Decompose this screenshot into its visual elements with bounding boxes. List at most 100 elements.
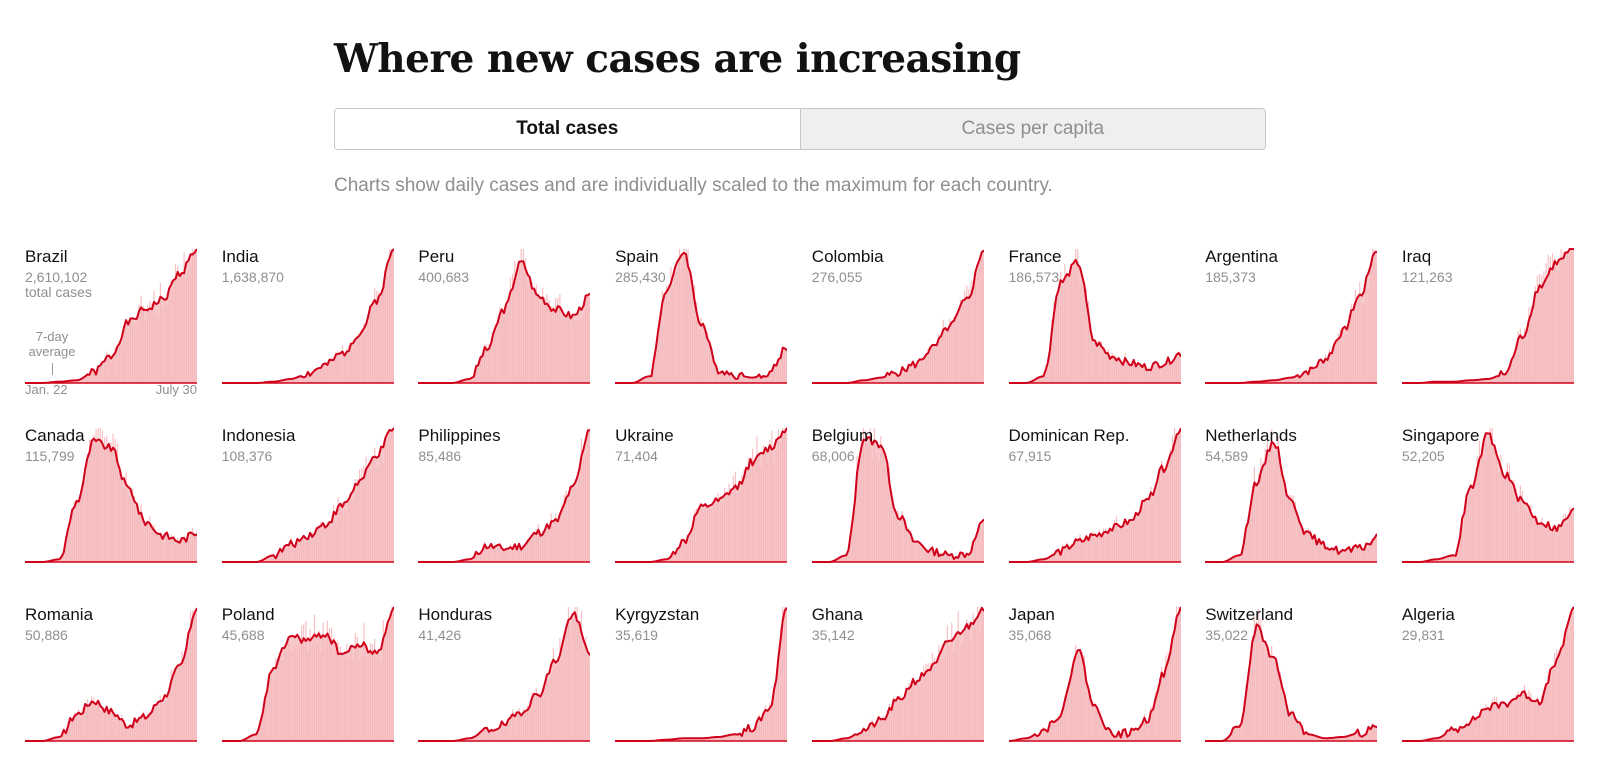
country-total: 68,006 (811, 448, 855, 464)
cases-area (1205, 251, 1378, 383)
cases-area (418, 430, 591, 562)
country-chart: Canada 115,799 (25, 426, 197, 576)
country-name: Switzerland (1205, 605, 1294, 624)
country-name: Brazil (25, 247, 68, 266)
cases-area (1401, 249, 1574, 383)
country-total: 1,638,870 (221, 269, 284, 285)
country-chart: Romania 50,886 (25, 605, 197, 755)
country-chart: Iraq 121,263 (1401, 247, 1574, 397)
average-pointer-tick (52, 363, 53, 375)
country-name: Spain (615, 247, 659, 266)
cases-area (1008, 259, 1181, 383)
seven-day-average-label: 7-day average (28, 329, 76, 359)
cases-area (811, 437, 984, 562)
seven-day-average-line (25, 607, 197, 742)
cases-per-capita-tab[interactable]: Cases per capita (799, 109, 1265, 149)
seven-day-average-line (25, 437, 197, 563)
country-name: Indonesia (221, 426, 296, 445)
country-name: Romania (25, 605, 94, 624)
country-total: 29,831 (1401, 627, 1445, 643)
country-total: 121,263 (1401, 269, 1453, 285)
country-chart: Argentina 185,373 (1205, 247, 1378, 397)
country-chart: Switzerland 35,022 (1205, 605, 1378, 755)
country-chart: Colombia 276,055 (811, 247, 984, 397)
sparkline-chart (811, 606, 984, 742)
country-name: Canada (25, 426, 85, 445)
country-total: 185,373 (1205, 269, 1256, 285)
sparkline-chart (418, 249, 591, 384)
sparkline-chart (25, 248, 197, 384)
seven-day-average-line (811, 436, 984, 563)
sparkline-chart (1401, 248, 1574, 384)
cases-area (418, 261, 591, 383)
country-chart: Dominican Rep. 67,915 (1008, 426, 1181, 576)
metric-toggle: Total cases Cases per capita (334, 108, 1266, 150)
cases-area (1401, 433, 1574, 562)
sparkline-chart (25, 607, 197, 742)
country-total: 285,430 (615, 269, 666, 285)
country-total: 52,205 (1401, 448, 1445, 464)
country-name: Iraq (1401, 247, 1432, 266)
cases-area (811, 250, 984, 383)
sparkline-chart (221, 248, 394, 384)
country-total: 186,573 (1008, 269, 1060, 285)
country-total: 45,688 (221, 627, 265, 643)
seven-day-average-line (25, 248, 197, 384)
sparkline-chart (1401, 428, 1574, 563)
country-total: 35,142 (811, 627, 855, 643)
country-name: Kyrgyzstan (615, 605, 700, 624)
country-name: Colombia (811, 247, 884, 266)
cases-area (221, 607, 394, 741)
cases-area (1205, 624, 1378, 741)
sparkline-chart (1008, 427, 1181, 563)
country-name: Ukraine (615, 426, 674, 445)
country-chart: Netherlands 54,589 (1205, 426, 1378, 576)
sparkline-chart (811, 428, 984, 563)
sparkline-chart (221, 606, 394, 742)
sparkline-chart (1008, 249, 1181, 384)
country-total: 67,915 (1008, 448, 1052, 464)
sparkline-chart (221, 427, 394, 563)
country-chart: Honduras 41,426 (418, 605, 591, 755)
country-name: Japan (1008, 605, 1055, 624)
country-total: 54,589 (1205, 448, 1249, 464)
seven-day-average-line (811, 606, 984, 742)
seven-day-average-line (1205, 623, 1378, 742)
cases-area (811, 607, 984, 741)
chart-description: Charts show daily cases and are individu… (334, 175, 1053, 196)
country-name: Ghana (811, 605, 863, 624)
cases-area (221, 249, 394, 383)
sparkline-chart (811, 249, 984, 384)
cases-area (221, 428, 394, 562)
country-chart: Spain 285,430 (615, 247, 788, 397)
total-cases-tab[interactable]: Total cases (335, 109, 800, 149)
country-chart: Singapore 52,205 (1401, 426, 1574, 576)
sparkline-chart (615, 427, 788, 563)
country-name: France (1008, 247, 1062, 266)
country-chart: Kyrgyzstan 35,619 (615, 605, 788, 755)
country-chart: Peru 400,683 (418, 247, 591, 397)
country-total: 71,404 (615, 448, 658, 464)
country-chart: Japan 35,068 (1008, 605, 1181, 755)
cases-area (418, 612, 591, 741)
country-total: 85,486 (418, 448, 462, 464)
cases-area (25, 249, 197, 383)
country-total: 50,886 (25, 627, 68, 643)
country-total: 400,683 (418, 269, 469, 285)
country-chart: Ukraine 71,404 (615, 426, 788, 576)
sparkline-chart (418, 607, 591, 742)
x-axis-start-label: Jan. 22 (25, 382, 68, 397)
country-name: Honduras (418, 605, 493, 624)
seven-day-average-line (221, 606, 394, 742)
country-total: 2,610,102 (25, 269, 88, 285)
country-chart: Brazil 2,610,102 total cases 7-day average J… (25, 247, 197, 397)
sparkline-chart (1008, 606, 1181, 742)
sparkline-chart (1401, 606, 1574, 742)
country-name: Dominican Rep. (1008, 426, 1130, 445)
cases-area (1401, 607, 1574, 741)
country-chart: Belgium 68,006 (811, 426, 984, 576)
country-total: 115,799 (25, 448, 75, 464)
country-name: Belgium (811, 426, 874, 445)
sparkline-chart (1205, 429, 1378, 563)
